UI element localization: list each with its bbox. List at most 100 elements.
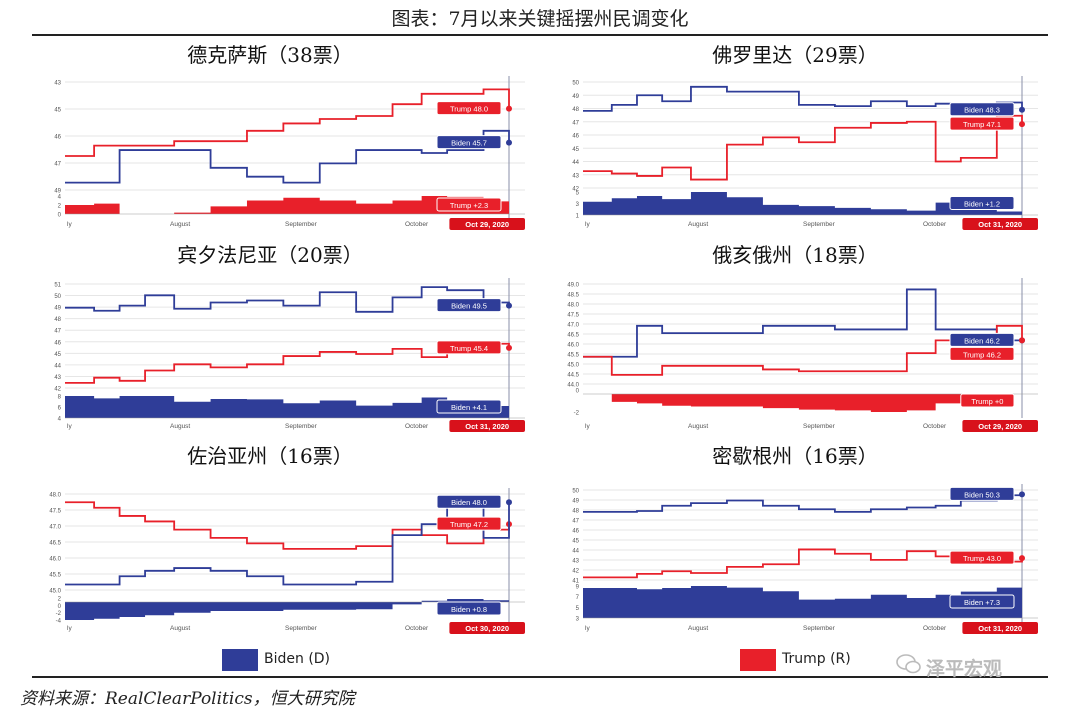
biden-end-point xyxy=(1019,491,1025,498)
y-tick-label: 44 xyxy=(572,160,579,166)
trump-value-tag-box xyxy=(949,550,1015,565)
y-tick-label: 42 xyxy=(572,569,579,575)
spread-value-tag: Trump +2.3 xyxy=(450,201,488,210)
y-tick-label: 51 xyxy=(54,283,61,289)
spread-tick-label: 0 xyxy=(58,604,62,610)
x-tick-label: September xyxy=(803,423,836,430)
trump-value-tag: Trump 48.0 xyxy=(450,105,488,114)
date-box xyxy=(962,622,1038,634)
spread-tick-label: -4 xyxy=(56,619,62,625)
biden-value-tag-box xyxy=(436,135,502,150)
biden-value-tag-box xyxy=(949,102,1015,117)
trump-line xyxy=(65,342,510,384)
y-tick-label: 44 xyxy=(572,549,579,555)
trump-end-point xyxy=(506,344,512,351)
trump-end-point xyxy=(506,105,512,112)
chart-panel-3: 宾夕法尼亚（20票） 51 50 49 48 47 46 45 44 43 42 8 6 4 ly Augus… xyxy=(54,243,525,432)
y-tick-label: 48.5 xyxy=(567,293,579,299)
biden-line xyxy=(583,288,1022,358)
y-tick-label: 44.5 xyxy=(567,373,579,379)
y-tick-label: 49 xyxy=(54,306,61,312)
date-box xyxy=(449,218,525,230)
spread-value-tag-box xyxy=(436,197,502,212)
y-tick-label: 45.0 xyxy=(567,363,579,369)
top-rule xyxy=(32,34,1048,36)
y-tick-label: 48 xyxy=(54,317,61,323)
spread-area xyxy=(65,597,509,620)
spread-tick-label: 2 xyxy=(58,204,62,210)
y-tick-label: 48 xyxy=(572,509,579,515)
y-tick-label: 47 xyxy=(572,519,579,525)
x-tick-label: ly xyxy=(585,625,590,632)
x-tick-label: ly xyxy=(67,221,72,228)
trump-value-tag-box xyxy=(949,346,1015,361)
x-tick-label: October xyxy=(405,625,429,632)
biden-value-tag: Biden 48.0 xyxy=(451,498,487,507)
y-tick-label: 43 xyxy=(54,375,61,381)
spread-area xyxy=(583,586,1022,618)
biden-line xyxy=(583,494,1023,513)
x-tick-label: October xyxy=(923,625,947,632)
y-tick-label: 45.5 xyxy=(567,353,579,359)
trump-value-tag: Trump 43.0 xyxy=(963,554,1001,563)
biden-line xyxy=(65,286,510,313)
y-tick-label: 46.0 xyxy=(49,557,61,563)
y-tick-label: 45 xyxy=(54,352,61,358)
spread-tick-label: 4 xyxy=(58,195,62,201)
legend-trump-label: Trump (R) xyxy=(782,651,851,667)
chart-panel-1: 德克萨斯（38票） 43 45 46 47 494 2 0 ly August September O… xyxy=(54,43,525,230)
y-tick-label: 47.0 xyxy=(567,323,579,329)
chart-title: 德克萨斯（38票） xyxy=(187,43,352,67)
date-label: Oct 29, 2020 xyxy=(465,220,509,229)
y-tick-label: 47.5 xyxy=(49,509,61,515)
spread-value-tag-box xyxy=(436,601,502,616)
chart-title: 佛罗里达（29票） xyxy=(712,43,877,67)
biden-value-tag: Biden 49.5 xyxy=(451,302,487,311)
trump-end-point xyxy=(1019,337,1025,344)
spread-tick-label: 4 xyxy=(58,417,62,423)
x-tick-label: August xyxy=(170,423,190,430)
chart-panel-4: 俄亥俄州（18票） 49.0 48.5 48.0 47.5 47.0 46.5 46.0 45.… xyxy=(567,243,1038,432)
trump-line xyxy=(65,88,510,157)
x-tick-label: September xyxy=(285,625,318,632)
trump-value-tag-box xyxy=(436,340,502,355)
trump-line xyxy=(65,501,510,550)
x-tick-label: October xyxy=(405,423,429,430)
x-tick-label: September xyxy=(285,423,318,430)
biden-value-tag: Biden 48.3 xyxy=(964,106,1000,115)
spread-tick-label: 1 xyxy=(576,214,580,220)
x-tick-label: ly xyxy=(67,423,72,430)
x-tick-label: August xyxy=(688,625,708,632)
trump-value-tag: Trump 47.2 xyxy=(450,520,488,529)
spread-tick-label: 0 xyxy=(576,389,580,395)
trump-value-tag-box xyxy=(436,516,502,531)
spread-area xyxy=(583,394,1022,412)
y-tick-label: 44.0 xyxy=(567,383,579,389)
x-tick-label: October xyxy=(923,221,947,228)
spread-value-tag-box xyxy=(949,594,1015,609)
x-tick-label: ly xyxy=(67,625,72,632)
chart-title: 佐治亚州（16票） xyxy=(187,444,352,468)
spread-area xyxy=(65,196,509,214)
date-label: Oct 31, 2020 xyxy=(465,422,509,431)
spread-value-tag: Trump +0 xyxy=(971,397,1003,406)
trump-value-tag-box xyxy=(436,101,502,116)
y-tick-label: 47 xyxy=(54,329,61,335)
x-tick-label: August xyxy=(688,423,708,430)
y-tick-label: 46 xyxy=(572,134,579,140)
y-tick-label: 46.0 xyxy=(567,343,579,349)
y-tick-label: 47.0 xyxy=(49,525,61,531)
x-tick-label: August xyxy=(688,221,708,228)
trump-value-tag-box xyxy=(949,116,1015,131)
chart-title: 宾夕法尼亚（20票） xyxy=(177,243,362,267)
spread-area xyxy=(65,396,509,418)
chart-title: 密歇根州（16票） xyxy=(712,444,877,468)
x-tick-label: October xyxy=(923,423,947,430)
spread-value-tag: Biden +1.2 xyxy=(964,200,1000,209)
spread-value-tag: Biden +4.1 xyxy=(451,403,487,412)
chart-panel-2: 佛罗里达（29票） 50 49 48 47 46 45 44 43 425 3 1 ly August Se… xyxy=(572,43,1038,230)
spread-value-tag: Biden +7.3 xyxy=(964,598,1000,607)
spread-tick-label: 6 xyxy=(58,406,62,412)
biden-value-tag-box xyxy=(949,332,1015,347)
spread-area xyxy=(583,192,1022,215)
